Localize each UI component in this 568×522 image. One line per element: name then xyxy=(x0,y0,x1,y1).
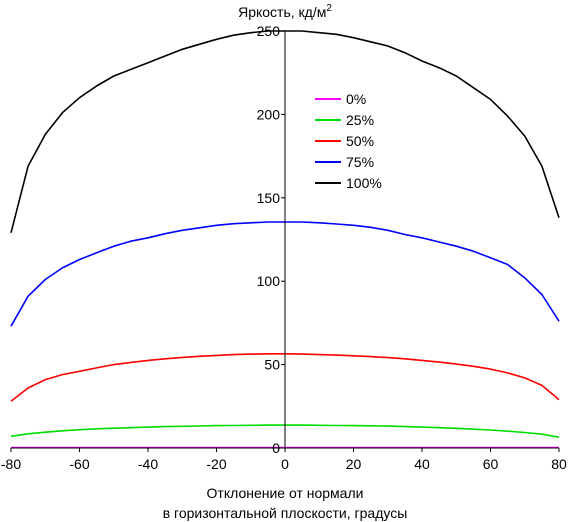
legend-label: 50% xyxy=(346,133,374,149)
x-tick-label: -80 xyxy=(1,456,21,472)
y-axis-title: Яркость, кд/м2 xyxy=(238,3,332,20)
legend-item-0-percent: 0% xyxy=(315,91,366,107)
legend-item-100-percent: 100% xyxy=(315,175,382,191)
y-tick-label: 150 xyxy=(257,190,281,206)
axes-layer xyxy=(11,31,559,449)
x-ticks: -80 -60 -40 -20 0 20 40 60 80 xyxy=(1,448,567,472)
legend-label: 75% xyxy=(346,154,374,170)
x-tick-label: -40 xyxy=(138,456,158,472)
y-ticks: 0 50 100 150 200 250 xyxy=(257,23,285,456)
legend-label: 25% xyxy=(346,112,374,128)
x-axis-title-line1: Отклонение от нормали xyxy=(207,485,364,501)
y-tick-label: 0 xyxy=(272,440,280,456)
y-tick-label: 250 xyxy=(257,23,281,39)
x-axis-title-line2: в горизонтальной плоскости, градусы xyxy=(163,505,408,521)
legend: 0% 25% 50% 75% 100% xyxy=(315,91,382,191)
legend-item-75-percent: 75% xyxy=(315,154,374,170)
y-tick-label: 200 xyxy=(257,106,281,122)
x-tick-label: 0 xyxy=(281,456,289,472)
x-tick-label: 60 xyxy=(483,456,499,472)
legend-item-25-percent: 25% xyxy=(315,112,374,128)
x-tick-label: 40 xyxy=(414,456,430,472)
legend-label: 100% xyxy=(346,175,382,191)
x-tick-label: 20 xyxy=(346,456,362,472)
y-tick-label: 100 xyxy=(257,273,281,289)
legend-label: 0% xyxy=(346,91,366,107)
x-tick-label: -60 xyxy=(69,456,89,472)
x-tick-label: 80 xyxy=(551,456,567,472)
y-tick-label: 50 xyxy=(264,357,280,373)
y-axis-title-text: Яркость, кд/м xyxy=(238,4,326,20)
x-tick-label: -20 xyxy=(206,456,226,472)
y-axis-title-superscript: 2 xyxy=(326,3,332,14)
legend-item-50-percent: 50% xyxy=(315,133,374,149)
